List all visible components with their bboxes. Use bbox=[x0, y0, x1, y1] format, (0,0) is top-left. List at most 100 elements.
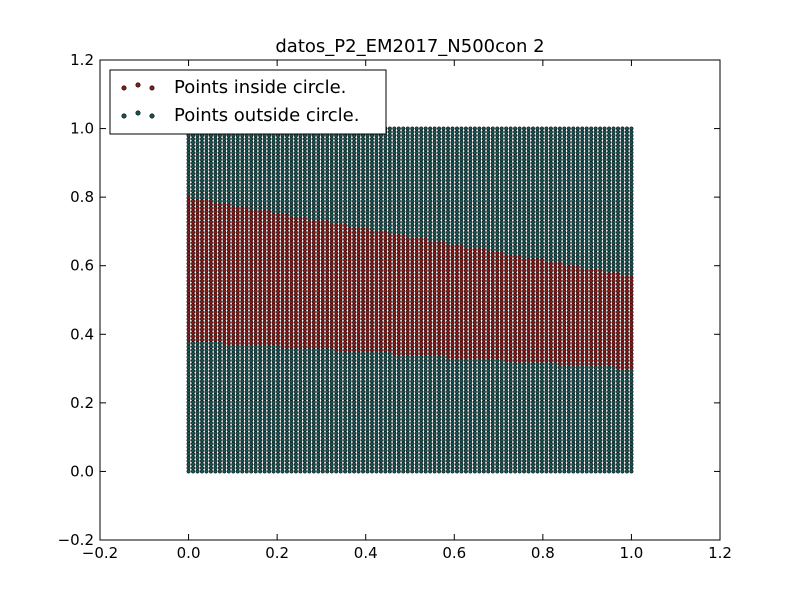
point-inside bbox=[226, 292, 231, 297]
point-outside bbox=[347, 389, 352, 394]
point-inside bbox=[405, 247, 410, 252]
point-outside bbox=[334, 171, 339, 176]
point-inside bbox=[365, 275, 370, 280]
point-inside bbox=[213, 213, 218, 218]
point-inside bbox=[186, 327, 191, 332]
point-inside bbox=[387, 320, 392, 325]
point-outside bbox=[347, 393, 352, 398]
point-inside bbox=[195, 289, 200, 294]
point-outside bbox=[284, 465, 290, 471]
point-outside bbox=[253, 396, 258, 401]
point-outside bbox=[289, 136, 294, 142]
point-inside bbox=[316, 230, 321, 235]
point-inside bbox=[320, 268, 325, 273]
point-inside bbox=[244, 258, 249, 263]
point-inside bbox=[311, 313, 316, 318]
point-outside bbox=[240, 358, 245, 363]
point-outside bbox=[262, 365, 267, 370]
point-inside bbox=[240, 209, 245, 214]
point-inside bbox=[226, 226, 231, 232]
point-inside bbox=[320, 299, 325, 304]
point-outside bbox=[213, 157, 218, 162]
point-outside bbox=[195, 168, 200, 173]
point-inside bbox=[356, 334, 361, 339]
point-outside bbox=[383, 213, 388, 218]
point-inside bbox=[289, 313, 294, 318]
point-outside bbox=[240, 147, 245, 152]
point-inside bbox=[298, 330, 303, 335]
point-outside bbox=[284, 140, 290, 145]
point-inside bbox=[213, 278, 218, 284]
point-outside bbox=[208, 185, 213, 190]
point-inside bbox=[365, 251, 370, 256]
point-outside bbox=[401, 171, 406, 176]
point-outside bbox=[204, 351, 209, 356]
point-inside bbox=[302, 344, 307, 349]
point-outside bbox=[199, 348, 205, 353]
point-outside bbox=[275, 181, 281, 187]
point-inside bbox=[289, 251, 294, 256]
point-outside bbox=[190, 147, 196, 152]
point-inside bbox=[352, 337, 357, 342]
point-outside bbox=[365, 216, 370, 221]
point-outside bbox=[199, 458, 205, 464]
point-outside bbox=[343, 195, 348, 200]
point-inside bbox=[365, 337, 370, 342]
point-outside bbox=[343, 150, 348, 155]
point-inside bbox=[338, 230, 343, 235]
point-outside bbox=[186, 344, 191, 349]
point-inside bbox=[311, 344, 316, 349]
point-outside bbox=[320, 431, 325, 436]
point-outside bbox=[392, 199, 397, 204]
point-outside bbox=[401, 358, 406, 363]
point-outside bbox=[275, 424, 281, 429]
point-outside bbox=[190, 462, 196, 467]
point-outside bbox=[213, 389, 218, 394]
point-outside bbox=[383, 424, 388, 429]
point-outside bbox=[307, 410, 312, 415]
point-inside bbox=[293, 265, 298, 270]
point-outside bbox=[190, 389, 196, 394]
point-outside bbox=[186, 410, 191, 415]
point-outside bbox=[222, 157, 227, 162]
point-inside bbox=[258, 216, 263, 221]
point-outside bbox=[369, 168, 375, 173]
point-inside bbox=[347, 251, 352, 256]
point-outside bbox=[396, 424, 401, 429]
point-outside bbox=[302, 161, 307, 166]
point-outside bbox=[284, 164, 290, 169]
point-inside bbox=[311, 310, 316, 315]
point-inside bbox=[222, 323, 227, 329]
point-outside bbox=[235, 382, 240, 387]
point-outside bbox=[405, 403, 410, 408]
point-outside bbox=[360, 199, 366, 204]
point-outside bbox=[293, 213, 298, 218]
point-inside bbox=[235, 334, 240, 339]
point-inside bbox=[226, 275, 231, 280]
point-inside bbox=[352, 233, 357, 238]
point-outside bbox=[271, 157, 276, 162]
point-outside bbox=[302, 368, 307, 374]
point-inside bbox=[374, 233, 379, 238]
point-inside bbox=[190, 271, 196, 277]
point-inside bbox=[293, 289, 298, 294]
point-outside bbox=[378, 386, 383, 391]
point-inside bbox=[369, 244, 375, 249]
point-inside bbox=[244, 261, 249, 266]
point-inside bbox=[298, 310, 303, 315]
point-outside bbox=[302, 407, 307, 412]
point-inside bbox=[262, 226, 267, 232]
point-outside bbox=[401, 175, 406, 180]
point-inside bbox=[208, 306, 213, 311]
point-outside bbox=[338, 147, 343, 152]
point-outside bbox=[258, 368, 263, 374]
point-inside bbox=[334, 261, 339, 266]
point-outside bbox=[226, 455, 231, 460]
point-inside bbox=[338, 258, 343, 263]
point-outside bbox=[360, 168, 366, 173]
point-outside bbox=[226, 445, 231, 450]
point-inside bbox=[405, 237, 410, 242]
point-outside bbox=[249, 465, 254, 471]
point-outside bbox=[262, 348, 267, 353]
point-outside bbox=[267, 161, 272, 166]
